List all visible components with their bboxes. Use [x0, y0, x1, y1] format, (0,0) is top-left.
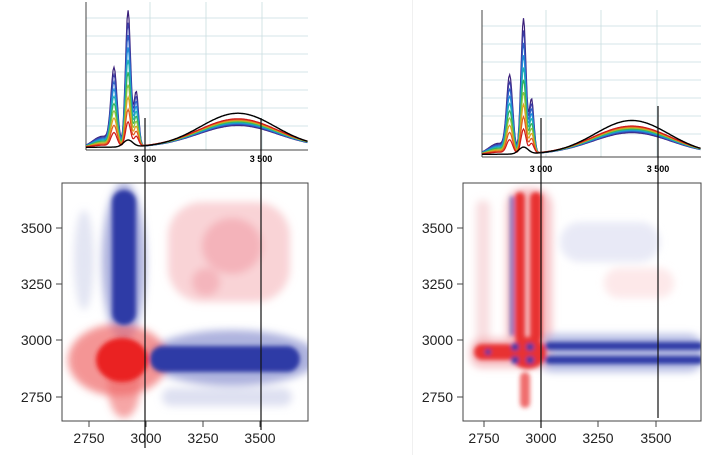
left-map-x-tick-label-3500: 3500 [244, 430, 275, 446]
right-map-diagonal-cross-2 [526, 343, 534, 351]
left-spectra-series-group [86, 10, 308, 149]
left-map-y-ticks [56, 227, 62, 398]
right-map-y-tick-label-2750: 2750 [422, 389, 453, 405]
right-map-negative-horizontal-halo [538, 334, 701, 372]
right-map-diagonal-peak-cluster [510, 337, 546, 369]
right-map-positive-vertical-band-2 [530, 192, 542, 342]
left-spectrum-series-11 [86, 112, 308, 149]
right-map-negative-horizontal-band-2 [545, 356, 701, 364]
left-map-faint-negative-region [74, 210, 94, 310]
right-map-diagonal-cross-5 [485, 349, 491, 355]
left-map-y-tick-label-3500: 3500 [21, 220, 52, 236]
right-map-x-tick-label-2750: 2750 [468, 430, 499, 446]
left-map-frame [61, 182, 309, 422]
right-map-frame [462, 182, 702, 422]
right-map-faint-negative-region [560, 222, 660, 262]
right-panel: 3 000 3 500 [422, 10, 702, 446]
right-map-faint-positive-region [604, 268, 674, 298]
right-map-y-tick-label-3250: 3250 [422, 276, 453, 292]
right-spectrum-series-11 [482, 119, 701, 156]
right-map-y-tick-label-3500: 3500 [422, 220, 453, 236]
right-map-background [463, 183, 701, 421]
right-map-negative-vertical-thin [510, 196, 514, 336]
right-map-y-ticks [457, 227, 463, 398]
left-map-positive-diagonal-peak [96, 338, 148, 382]
right-map-diagonal-cross-1 [511, 343, 519, 351]
panel-divider [412, 0, 413, 455]
right-map-left-faint-band [476, 200, 490, 350]
left-map-x-tick-label-2750: 2750 [73, 430, 104, 446]
left-map-y-tick-label-3000: 3000 [21, 332, 52, 348]
right-map-diagonal-cross-4 [526, 356, 534, 364]
right-map-positive-horizontal-band [474, 344, 516, 360]
left-map-y-tick-label-2750: 2750 [21, 389, 52, 405]
right-map-x-tick-label-3500: 3500 [640, 430, 671, 446]
right-correlation-map: 3500 3250 3000 2750 2750 3000 3250 3500 [422, 182, 702, 446]
left-map-negative-horizontal-band [150, 346, 300, 372]
left-map-positive-inner-region [202, 218, 262, 274]
left-map-x-ticks [88, 421, 261, 427]
left-map-y-tick-label-3250: 3250 [21, 276, 52, 292]
right-map-x-ticks [483, 421, 657, 427]
left-panel: 3 000 3 500 [21, 2, 309, 448]
left-map-x-tick-label-3000: 3000 [130, 430, 161, 446]
right-map-y-tick-label-3000: 3000 [422, 332, 453, 348]
right-map-bottom-tail [520, 372, 530, 408]
right-spectra-plot: 3 000 3 500 [481, 10, 701, 174]
right-map-x-tick-label-3000: 3000 [525, 430, 556, 446]
right-spectra-series-group [482, 18, 701, 156]
left-spectra-plot: 3 000 3 500 [85, 2, 308, 164]
left-map-contours [68, 183, 308, 418]
right-map-negative-horizontal-band [545, 342, 701, 350]
right-map-x-tick-label-3250: 3250 [582, 430, 613, 446]
right-map-positive-vertical-band [515, 192, 525, 342]
left-correlation-map: 3500 3250 3000 2750 2750 3000 3250 3500 [21, 182, 309, 446]
left-map-positive-small-region [192, 268, 220, 296]
right-map-diagonal-cross-3 [511, 356, 519, 364]
left-map-faint-bottom-band [162, 388, 292, 406]
left-map-x-tick-label-3250: 3250 [187, 430, 218, 446]
left-map-negative-vertical-band [112, 190, 136, 325]
